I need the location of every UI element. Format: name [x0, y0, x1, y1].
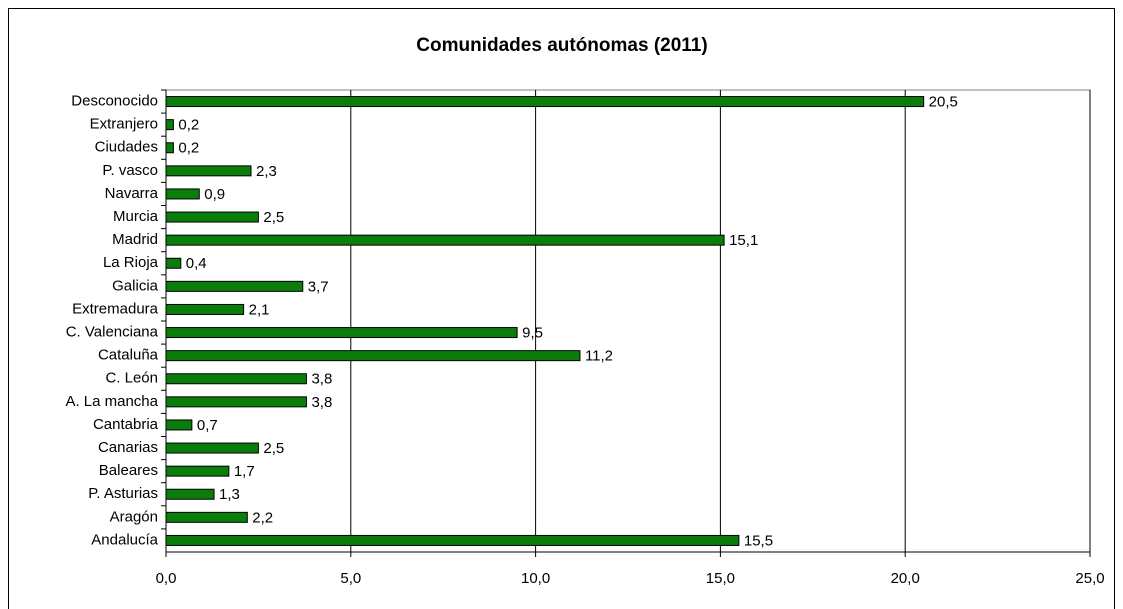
value-label: 2,5 — [263, 440, 284, 457]
y-tick-label: P. vasco — [102, 162, 158, 179]
bar — [165, 257, 182, 269]
y-tick-label: Aragón — [110, 508, 158, 525]
value-label: 3,8 — [311, 371, 332, 388]
bar — [165, 303, 245, 315]
y-tick-label: Extremadura — [72, 300, 159, 317]
value-label: 15,1 — [729, 232, 758, 249]
value-label: 15,5 — [744, 532, 773, 549]
value-label: 1,3 — [219, 486, 240, 503]
bar — [165, 119, 174, 131]
bar — [165, 534, 740, 546]
bar — [165, 142, 174, 154]
bar — [165, 396, 307, 408]
x-tick-label: 25,0 — [1075, 570, 1104, 587]
chart-title: Comunidades autónomas (2011) — [416, 35, 707, 56]
x-tick-label: 5,0 — [340, 570, 361, 587]
value-label: 2,3 — [256, 163, 277, 180]
value-label: 1,7 — [234, 463, 255, 480]
value-label: 0,2 — [178, 117, 199, 134]
x-tick-label: 10,0 — [521, 570, 550, 587]
value-label: 2,2 — [252, 509, 273, 526]
y-tick-label: Canarias — [98, 439, 158, 456]
bar — [165, 511, 248, 523]
bar — [165, 211, 259, 223]
value-label: 2,5 — [263, 209, 284, 226]
y-tick-label: Navarra — [105, 185, 159, 202]
value-label: 0,7 — [197, 417, 218, 434]
bar — [165, 373, 307, 385]
y-tick-label: Cantabria — [93, 416, 159, 433]
plot-area — [165, 89, 1091, 553]
y-tick-label: Ciudades — [95, 139, 158, 156]
bar — [165, 280, 304, 292]
y-tick-label: C. León — [105, 370, 158, 387]
value-label: 9,5 — [522, 325, 543, 342]
x-tick-label: 0,0 — [156, 570, 177, 587]
bar — [165, 96, 925, 108]
y-tick-label: Baleares — [99, 462, 158, 479]
y-tick-label: Andalucía — [91, 531, 158, 548]
bar — [165, 442, 259, 454]
bar — [165, 165, 252, 177]
x-tick-label: 20,0 — [891, 570, 920, 587]
y-tick-label: P. Asturias — [88, 485, 158, 502]
bar — [165, 327, 518, 339]
y-tick-label: Madrid — [112, 231, 158, 248]
y-tick-label: Galicia — [112, 277, 159, 294]
value-label: 2,1 — [249, 301, 270, 318]
x-tick-label: 15,0 — [706, 570, 735, 587]
y-tick-label: A. La mancha — [65, 393, 158, 410]
bar — [165, 465, 230, 477]
value-label: 0,9 — [204, 186, 225, 203]
value-label: 3,7 — [308, 278, 329, 295]
y-tick-label: Murcia — [113, 208, 159, 225]
bar — [165, 488, 215, 500]
value-label: 0,2 — [178, 140, 199, 157]
bar — [165, 419, 193, 431]
value-label: 0,4 — [186, 255, 207, 272]
bar — [165, 234, 725, 246]
y-tick-label: Extranjero — [90, 116, 158, 133]
value-label: 20,5 — [929, 94, 958, 111]
y-tick-label: C. Valenciana — [66, 324, 159, 341]
bar — [165, 350, 581, 362]
bar — [165, 188, 200, 200]
y-tick-label: Desconocido — [71, 93, 158, 110]
y-tick-label: La Rioja — [103, 254, 159, 271]
value-label: 3,8 — [311, 394, 332, 411]
y-tick-label: Cataluña — [98, 347, 159, 364]
value-label: 11,2 — [585, 348, 613, 365]
